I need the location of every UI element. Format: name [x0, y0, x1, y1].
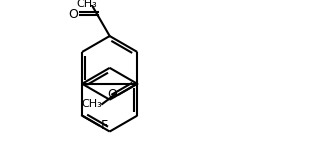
Text: O: O	[68, 8, 78, 21]
Text: O: O	[107, 88, 117, 101]
Text: CH₃: CH₃	[77, 0, 97, 9]
Text: CH₃: CH₃	[81, 99, 102, 109]
Text: F: F	[101, 119, 108, 132]
